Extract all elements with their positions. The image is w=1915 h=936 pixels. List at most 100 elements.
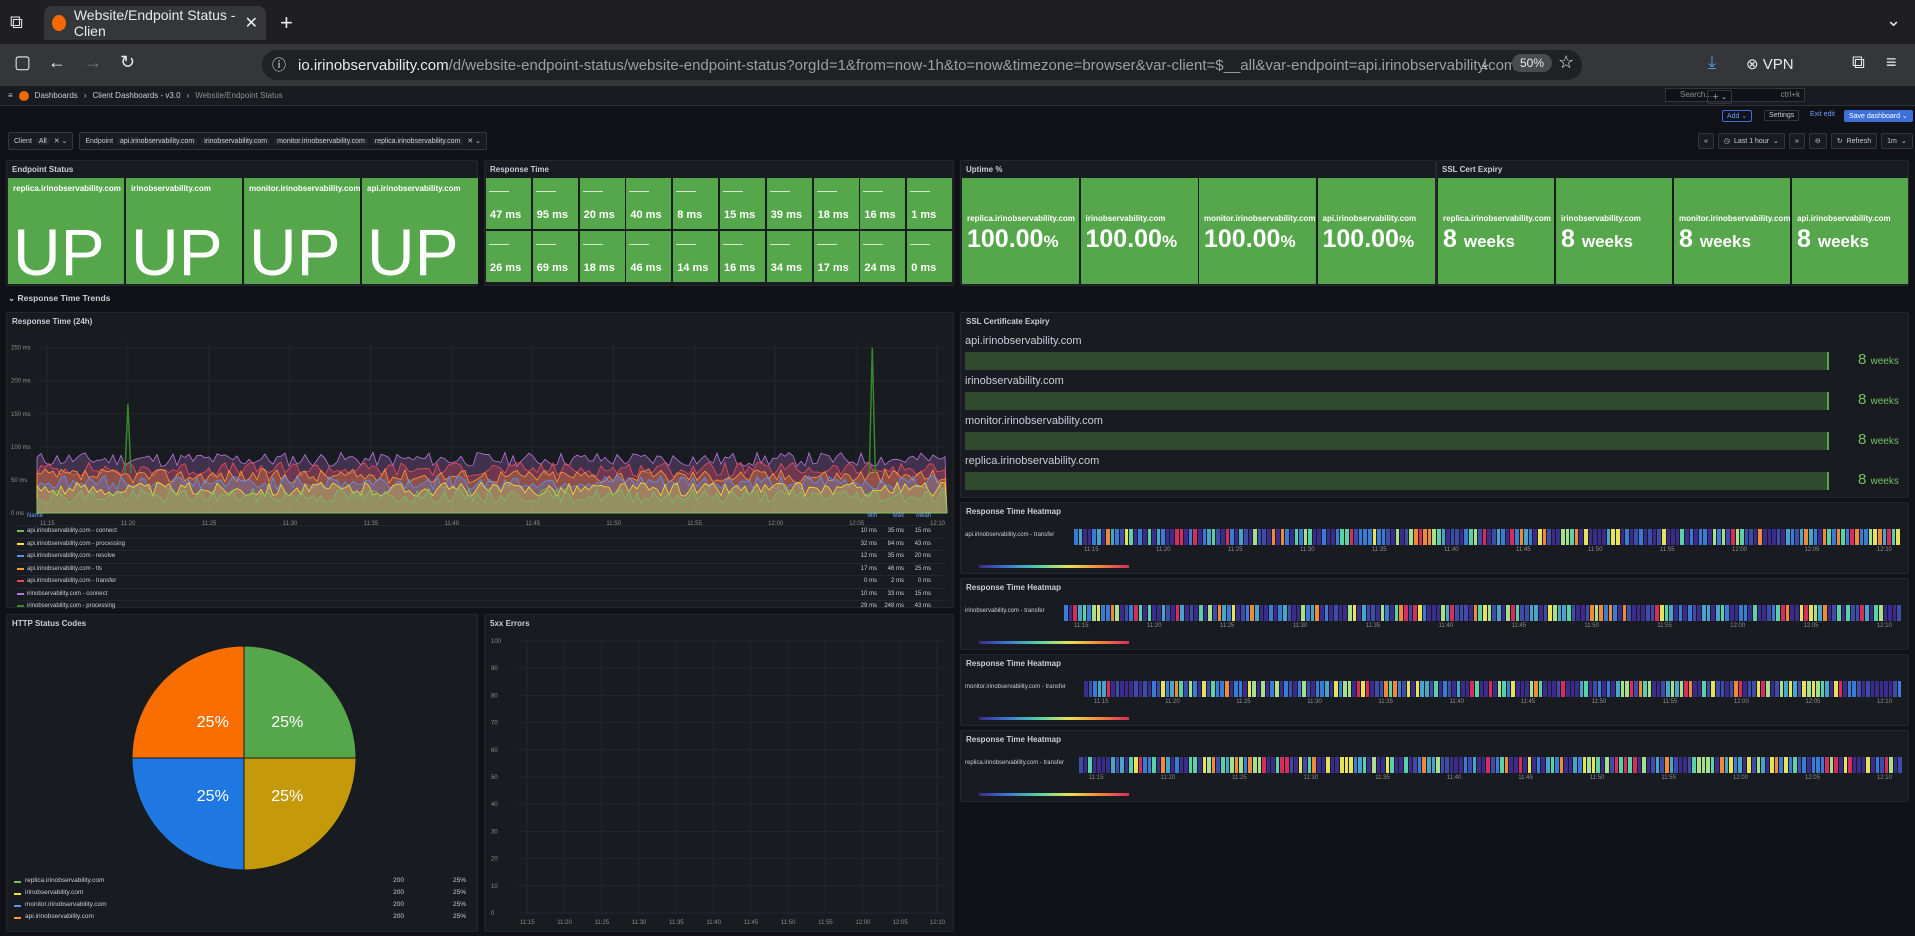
save-dashboard-button[interactable]: Save dashboard ⌄ — [1844, 110, 1913, 122]
heatmap-cell — [1776, 529, 1781, 545]
heatmap-cell — [1390, 529, 1395, 545]
row-response-time-trends[interactable]: ⌄ Response Time Trends — [8, 293, 111, 303]
time-forward-button[interactable]: » — [1788, 133, 1805, 149]
legend-row[interactable]: api.irinobservability.com - transfer 0 ms… — [17, 575, 947, 588]
heatmap-cell — [1762, 605, 1767, 621]
endpoint-variable[interactable]: Endpoint api.irinobservability.com irino… — [79, 132, 488, 150]
dashboard-add-icon[interactable]: ＋ ⌄ — [1707, 90, 1732, 104]
heatmap-cell — [1276, 529, 1280, 545]
heatmap-cell — [1729, 681, 1734, 697]
search-input[interactable]: Search... ctrl+k — [1665, 88, 1805, 102]
heatmap-cell — [1643, 529, 1648, 545]
heatmap-cell — [1717, 529, 1721, 545]
sidebar-toggle-icon[interactable]: ▢ — [14, 52, 32, 72]
errors-5xx-panel: 5xx Errors 0 10 20 30 40 50 60 70 80 90 100 11:15 11… — [484, 614, 954, 932]
legend-header-stat[interactable]: Max — [892, 513, 904, 519]
pie-slice[interactable] — [243, 645, 357, 759]
pie-legend-row[interactable]: irinobservability.com 200 25% — [14, 889, 470, 901]
legend-row[interactable]: api.irinobservability.com - processing 32… — [17, 537, 947, 551]
heatmap-strip[interactable] — [1064, 605, 1902, 621]
heatmap-cell — [1426, 757, 1431, 773]
install-icon[interactable]: ⤓ — [1482, 55, 1489, 71]
settings-button[interactable]: Settings — [1764, 110, 1800, 121]
legend-row[interactable]: api.irinobservability.com - tls 17 ms 46 m… — [17, 562, 947, 576]
extensions-icon[interactable]: ⧉ — [1852, 52, 1865, 72]
zoom-level[interactable]: 50% — [1512, 54, 1553, 72]
add-button[interactable]: Add ⌄ — [1722, 110, 1753, 122]
ssl-cert-value: 8 weeks — [1679, 225, 1751, 254]
reload-icon[interactable]: ↻ — [120, 52, 136, 72]
url-input[interactable]: io.irinobservability.com/d/website-endpo… — [262, 50, 1582, 80]
zoom-out-icon[interactable]: ⊖ — [1808, 133, 1827, 149]
heatmap-cell — [1767, 605, 1771, 621]
clear-icon[interactable]: ✕ ⌄ — [53, 138, 68, 145]
heatmap-cell — [1753, 529, 1758, 545]
legend-row[interactable]: irinobservability.com - processing 29 ms 2… — [17, 600, 947, 613]
legend-header-stat[interactable]: Mean — [915, 513, 931, 519]
vpn-button[interactable]: ⊗ VPN — [1746, 56, 1794, 73]
menu-icon[interactable]: ≡ — [8, 91, 13, 100]
heatmap-strip[interactable] — [1079, 757, 1903, 773]
heatmap-strip[interactable] — [1074, 529, 1902, 545]
heatmap-series-name: irinobservability.com - transfer — [965, 608, 1045, 614]
download-icon[interactable]: ⤓ — [1708, 52, 1716, 72]
heatmap-cell — [1878, 605, 1883, 621]
legend-row[interactable]: api.irinobservability.com - connect 10 ms… — [17, 525, 947, 538]
close-tab-icon[interactable]: ✕ — [244, 15, 258, 32]
heatmap-cell — [1500, 757, 1504, 773]
client-value[interactable]: All — [35, 137, 50, 145]
time-back-button[interactable]: « — [1698, 133, 1714, 149]
http-status-pie[interactable]: 25% 25% 25% 25% — [7, 633, 479, 883]
legend-header-name[interactable]: Name — [27, 513, 44, 519]
pie-slice[interactable] — [131, 645, 245, 759]
heatmap-cell — [1602, 529, 1606, 545]
heatmap-cell — [1312, 757, 1317, 773]
heatmap-cell — [1610, 757, 1614, 773]
exit-edit-button[interactable]: Exit edit — [1806, 110, 1839, 119]
errors-5xx-chart[interactable]: 0 10 20 30 40 50 60 70 80 90 100 11:15 11:20 11:25 11:… — [485, 631, 955, 931]
time-range-picker[interactable]: ◷ Last 1 hour ⌄ — [1717, 133, 1785, 149]
heatmap-cell — [1687, 605, 1692, 621]
heatmap-cell — [1763, 529, 1767, 545]
endpoint-name: api.irinobservability.com — [367, 184, 461, 193]
forward-icon[interactable]: → — [84, 52, 102, 72]
breadcrumb-folder[interactable]: Client Dashboards - v3.0 — [92, 91, 181, 100]
clear-icon[interactable]: ✕ ⌄ — [467, 138, 482, 145]
endpoint-status-value: UP — [249, 215, 341, 289]
heatmap-cell — [1847, 681, 1852, 697]
heatmap-cell — [1420, 681, 1425, 697]
pie-legend-row[interactable]: replica.irinobservability.com 200 25% — [14, 877, 470, 889]
pie-legend-row[interactable]: api.irinobservability.com 200 25% — [14, 913, 470, 925]
heatmap-cell — [1861, 681, 1866, 697]
grafana-logo-icon[interactable] — [18, 90, 29, 101]
client-variable[interactable]: Client All ✕ ⌄ — [8, 132, 74, 150]
heatmap-cell — [1487, 605, 1492, 621]
pie-legend-row[interactable]: monitor.irinobservability.com 200 25% — [14, 901, 470, 913]
search-shortcut: ctrl+k — [1780, 90, 1800, 99]
legend-row[interactable]: irinobservability.com - connect 10 ms 33 m… — [17, 587, 947, 601]
site-info-icon[interactable]: ⓘ — [272, 57, 286, 73]
chevron-down-icon[interactable]: ⌄ — [1886, 10, 1902, 30]
legend-row[interactable]: api.irinobservability.com - resolve 12 ms… — [17, 550, 947, 563]
heatmap-cell — [1596, 757, 1600, 773]
heatmap-strip[interactable] — [1084, 681, 1902, 697]
tab-search-icon[interactable]: ⧉ — [10, 12, 23, 32]
response-time-chart[interactable]: 0 ms 50 ms 100 ms 150 ms 200 ms 250 ms 11:15 11… — [7, 333, 955, 533]
pie-slice[interactable] — [131, 757, 245, 871]
refresh-interval[interactable]: 1m ⌄ — [1881, 133, 1913, 149]
endpoint-chip[interactable]: replica.irinobservability.com — [371, 137, 464, 145]
pie-slice[interactable] — [243, 757, 357, 871]
endpoint-chip[interactable]: api.irinobservability.com — [117, 137, 198, 145]
browser-tab[interactable]: Website/Endpoint Status - Clien ✕ — [44, 6, 266, 40]
endpoint-chip[interactable]: monitor.irinobservability.com — [274, 137, 368, 145]
panel-title: SSL Cert Expiry — [1442, 165, 1503, 174]
x-tick-label: 11:55 — [818, 920, 833, 926]
endpoint-chip[interactable]: irinobservability.com — [201, 137, 271, 145]
back-icon[interactable]: ← — [48, 52, 66, 72]
bookmark-star-icon[interactable]: ☆ — [1558, 52, 1575, 72]
new-tab-icon[interactable]: + — [280, 10, 293, 35]
breadcrumb-dashboards[interactable]: Dashboards — [34, 91, 78, 100]
refresh-button[interactable]: ↻ Refresh — [1830, 133, 1878, 149]
browser-menu-icon[interactable]: ≡ — [1886, 52, 1897, 72]
legend-header-stat[interactable]: Min — [867, 513, 877, 519]
